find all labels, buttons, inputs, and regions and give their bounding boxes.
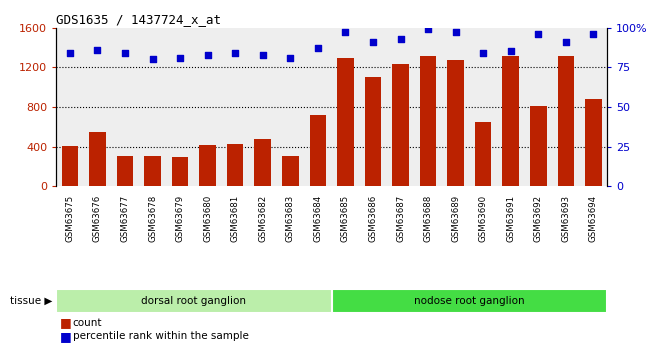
Bar: [585, 99, 602, 186]
Bar: [61, 146, 78, 186]
Text: GSM63688: GSM63688: [424, 195, 432, 242]
Text: GSM63691: GSM63691: [506, 195, 515, 242]
Bar: [199, 145, 216, 186]
Bar: [392, 64, 409, 186]
Text: GSM63684: GSM63684: [314, 195, 322, 242]
Point: [478, 50, 488, 56]
Text: GSM63692: GSM63692: [534, 195, 543, 242]
Text: tissue ▶: tissue ▶: [11, 296, 53, 306]
Point: [368, 39, 378, 45]
Bar: [56, 289, 331, 313]
Bar: [365, 77, 381, 186]
Bar: [558, 56, 574, 186]
Bar: [502, 56, 519, 186]
Bar: [530, 106, 546, 186]
Point: [423, 27, 434, 32]
Text: GSM63687: GSM63687: [396, 195, 405, 242]
Point: [285, 55, 296, 60]
Point: [450, 30, 461, 35]
Text: GSM63678: GSM63678: [148, 195, 157, 242]
Bar: [145, 156, 161, 186]
Text: GSM63677: GSM63677: [121, 195, 129, 242]
Text: ■: ■: [59, 330, 71, 343]
Text: GSM63685: GSM63685: [341, 195, 350, 242]
Text: nodose root ganglion: nodose root ganglion: [414, 296, 525, 306]
Text: GSM63680: GSM63680: [203, 195, 212, 242]
Point: [313, 46, 323, 51]
Text: GSM63679: GSM63679: [176, 195, 185, 242]
Point: [506, 49, 516, 54]
Text: GSM63683: GSM63683: [286, 195, 295, 242]
Text: ■: ■: [59, 316, 71, 329]
Text: GSM63689: GSM63689: [451, 195, 460, 242]
Bar: [117, 156, 133, 186]
Text: GSM63694: GSM63694: [589, 195, 598, 242]
Bar: [447, 60, 464, 186]
Bar: [255, 139, 271, 186]
Text: GDS1635 / 1437724_x_at: GDS1635 / 1437724_x_at: [56, 13, 221, 27]
Text: percentile rank within the sample: percentile rank within the sample: [73, 332, 248, 341]
Point: [92, 47, 103, 52]
Text: dorsal root ganglion: dorsal root ganglion: [141, 296, 246, 306]
Point: [560, 39, 571, 45]
Bar: [475, 122, 492, 186]
Bar: [331, 289, 607, 313]
Bar: [310, 115, 326, 186]
Bar: [420, 56, 436, 186]
Text: GSM63693: GSM63693: [562, 195, 570, 242]
Text: GSM63675: GSM63675: [65, 195, 75, 242]
Bar: [89, 132, 106, 186]
Point: [65, 50, 75, 56]
Point: [257, 52, 268, 57]
Text: GSM63676: GSM63676: [93, 195, 102, 242]
Point: [533, 31, 544, 37]
Bar: [172, 157, 188, 186]
Point: [588, 31, 599, 37]
Bar: [337, 58, 354, 186]
Point: [340, 30, 350, 35]
Point: [119, 50, 130, 56]
Point: [147, 57, 158, 62]
Text: GSM63686: GSM63686: [368, 195, 378, 242]
Point: [395, 36, 406, 41]
Point: [203, 52, 213, 57]
Point: [175, 55, 185, 60]
Text: GSM63681: GSM63681: [231, 195, 240, 242]
Bar: [227, 144, 244, 186]
Text: count: count: [73, 318, 102, 327]
Text: GSM63690: GSM63690: [478, 195, 488, 242]
Point: [230, 50, 240, 56]
Bar: [282, 156, 298, 186]
Text: GSM63682: GSM63682: [258, 195, 267, 242]
